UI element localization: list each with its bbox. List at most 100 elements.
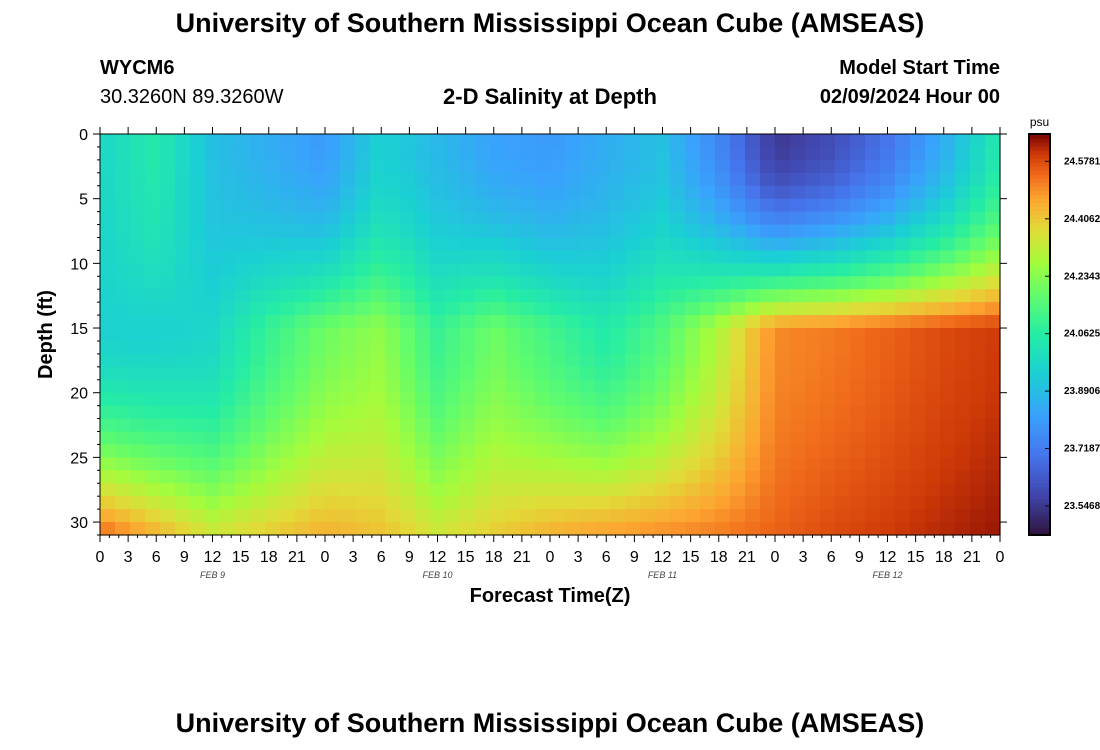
- x-tick-label: 3: [124, 549, 133, 566]
- heatmap-cell: [805, 418, 821, 433]
- colorbar-segment: [1029, 470, 1050, 476]
- heatmap-cell: [940, 289, 956, 303]
- heatmap-cell: [760, 353, 776, 368]
- heatmap-cell: [640, 470, 656, 484]
- heatmap-cell: [385, 185, 401, 200]
- heatmap-cell: [145, 509, 161, 523]
- heatmap-cell: [610, 353, 626, 368]
- heatmap-cell: [535, 392, 551, 407]
- heatmap-cell: [595, 315, 611, 329]
- heatmap-cell: [550, 172, 566, 187]
- heatmap-cell: [220, 211, 236, 226]
- heatmap-cell: [400, 496, 416, 510]
- heatmap-cell: [805, 276, 821, 290]
- colorbar-tick-label: 24.0625: [1064, 329, 1100, 340]
- heatmap-cell: [640, 250, 656, 264]
- heatmap-cell: [475, 237, 491, 252]
- heatmap-cell: [400, 315, 416, 329]
- heatmap-cell: [160, 146, 176, 161]
- heatmap-cell: [880, 379, 896, 394]
- heatmap-cell: [460, 276, 476, 290]
- heatmap-cell: [850, 353, 866, 368]
- heatmap-cell: [370, 509, 386, 523]
- heatmap-cell: [520, 366, 536, 381]
- heatmap-cell: [295, 289, 311, 303]
- heatmap-cell: [250, 315, 266, 329]
- colorbar-segment: [1029, 398, 1050, 404]
- heatmap-cell: [385, 392, 401, 407]
- heatmap-cell: [700, 198, 716, 213]
- heatmap-cell: [415, 418, 431, 433]
- x-tick-label: 0: [546, 549, 555, 566]
- heatmap-cell: [760, 134, 776, 148]
- heatmap-cell: [880, 250, 896, 264]
- heatmap-cell: [385, 444, 401, 458]
- heatmap-cell: [955, 457, 971, 471]
- heatmap-cell: [805, 392, 821, 407]
- heatmap-cell: [520, 198, 536, 213]
- heatmap-cell: [280, 289, 296, 303]
- heatmap-cell: [370, 198, 386, 213]
- heatmap-cell: [145, 496, 161, 510]
- heatmap-cell: [520, 392, 536, 407]
- heatmap-cell: [535, 185, 551, 200]
- heatmap-cell: [760, 289, 776, 303]
- heatmap-cell: [820, 224, 836, 239]
- heatmap-cell: [355, 418, 371, 433]
- heatmap-cell: [850, 444, 866, 458]
- heatmap-cell: [985, 328, 1001, 342]
- colorbar-segment: [1029, 230, 1050, 235]
- colorbar-segment: [1029, 226, 1050, 231]
- heatmap-cell: [475, 302, 491, 316]
- heatmap-cell: [745, 366, 761, 381]
- heatmap-cell: [385, 198, 401, 213]
- heatmap-cell: [385, 315, 401, 329]
- heatmap-cell: [505, 405, 521, 420]
- heatmap-cell: [550, 302, 566, 316]
- x-tick-label: 21: [963, 549, 981, 566]
- heatmap-cell: [595, 159, 611, 174]
- heatmap-cell: [400, 509, 416, 523]
- heatmap-cell: [175, 302, 191, 316]
- heatmap-cell: [895, 185, 911, 200]
- heatmap-cell: [355, 379, 371, 394]
- heatmap-cell: [655, 509, 671, 523]
- heatmap-cell: [685, 276, 701, 290]
- heatmap-cell: [310, 509, 326, 523]
- heatmap-cell: [190, 159, 206, 174]
- heatmap-cell: [940, 340, 956, 355]
- x-tick-label: 12: [654, 549, 672, 566]
- heatmap-cell: [790, 522, 806, 536]
- heatmap-cell: [100, 496, 116, 510]
- heatmap-cell: [685, 483, 701, 497]
- heatmap-cell: [340, 302, 356, 316]
- heatmap-cell: [940, 470, 956, 484]
- colorbar-segment: [1029, 474, 1050, 480]
- heatmap-cell: [925, 340, 941, 355]
- heatmap-cell: [850, 276, 866, 290]
- heatmap-cell: [625, 444, 641, 458]
- heatmap-cell: [925, 457, 941, 471]
- heatmap-cell: [145, 224, 161, 239]
- heatmap-cell: [970, 379, 986, 394]
- heatmap-cell: [340, 483, 356, 497]
- heatmap-cell: [280, 276, 296, 290]
- heatmap-cell: [520, 522, 536, 536]
- heatmap-cell: [805, 470, 821, 484]
- heatmap-cell: [625, 237, 641, 252]
- heatmap-cell: [325, 172, 341, 187]
- heatmap-cell: [205, 237, 221, 252]
- colorbar-segment: [1029, 434, 1050, 440]
- heatmap-cell: [205, 211, 221, 226]
- heatmap-cell: [640, 405, 656, 420]
- heatmap-cell: [145, 405, 161, 420]
- heatmap-cell: [220, 237, 236, 252]
- heatmap-cell: [445, 405, 461, 420]
- heatmap-cell: [640, 146, 656, 161]
- heatmap-cell: [655, 211, 671, 226]
- heatmap-cell: [115, 470, 131, 484]
- heatmap-cell: [460, 444, 476, 458]
- heatmap-cell: [280, 444, 296, 458]
- heatmap-cell: [460, 211, 476, 226]
- heatmap-cell: [790, 198, 806, 213]
